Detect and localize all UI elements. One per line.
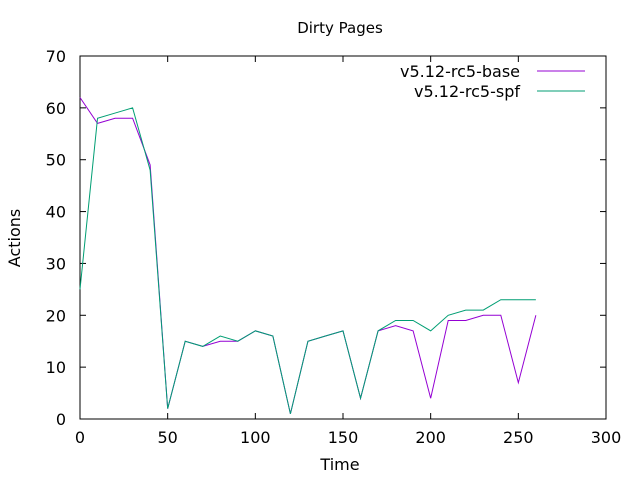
y-tick-label: 10 [46,358,66,377]
y-tick-label: 70 [46,47,66,66]
legend-label-2: v5.12-rc5-spf [414,82,520,101]
y-tick-label: 40 [46,203,66,222]
x-tick-label: 100 [240,428,271,447]
y-tick-label: 0 [56,410,66,429]
x-tick-label: 150 [328,428,359,447]
axis-ticks: 0 50 100 150 200 250 300 0 10 20 30 40 50 60 70 [46,47,622,447]
x-tick-label: 0 [75,428,85,447]
y-tick-label: 30 [46,254,66,273]
series-group [79,97,537,414]
x-tick-label: 300 [591,428,622,447]
legend-label-1: v5.12-rc5-base [400,62,520,81]
series-line-2 [79,107,536,414]
chart-title: Dirty Pages [297,19,383,37]
y-axis-label: Actions [5,209,24,267]
y-tick-label: 60 [46,99,66,118]
y-tick-label: 20 [46,306,66,325]
x-tick-label: 200 [415,428,446,447]
plot-frame [79,55,607,420]
x-axis-label: Time [319,455,359,474]
y-tick-label: 50 [46,151,66,170]
x-tick-label: 250 [503,428,534,447]
series-line-1 [79,97,537,414]
x-tick-label: 50 [157,428,177,447]
